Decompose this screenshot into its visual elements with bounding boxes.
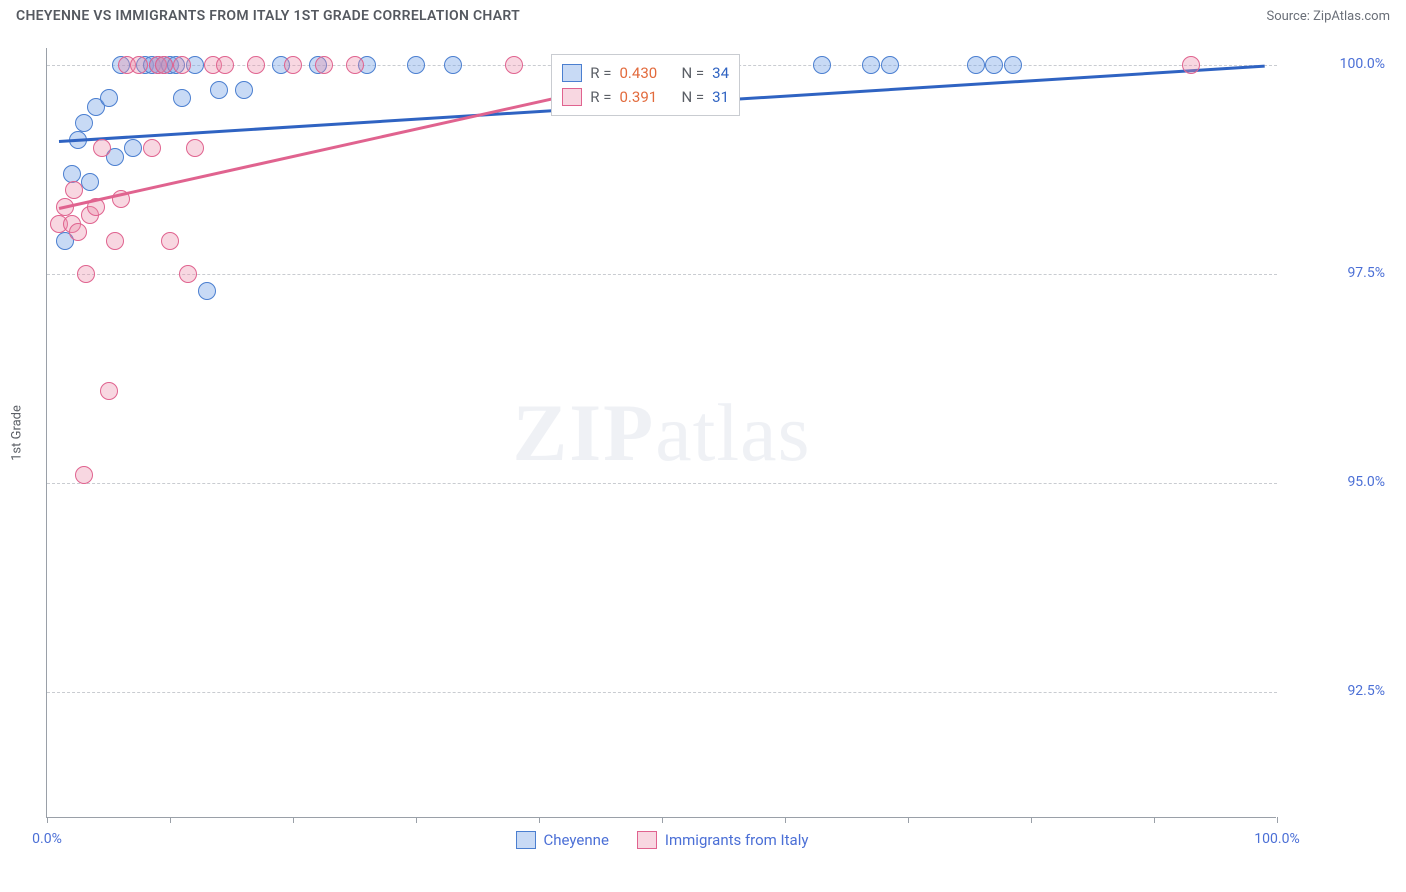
stats-legend-row: R = 0.430 N = 34 — [562, 61, 729, 85]
data-point — [100, 382, 118, 400]
data-point — [1182, 56, 1200, 74]
y-tick-label: 95.0% — [1295, 474, 1385, 490]
stats-legend: R = 0.430 N = 34 R = 0.391 N = 31 — [551, 54, 740, 116]
data-point — [173, 89, 191, 107]
data-point — [63, 165, 81, 183]
data-point — [81, 173, 99, 191]
x-tick — [662, 817, 663, 823]
r-label: R = — [590, 85, 611, 109]
legend-label: Immigrants from Italy — [665, 831, 809, 849]
data-point — [173, 56, 191, 74]
data-point — [179, 265, 197, 283]
data-point — [407, 56, 425, 74]
data-point — [75, 114, 93, 132]
data-point — [198, 282, 216, 300]
stats-legend-row: R = 0.391 N = 31 — [562, 85, 729, 109]
data-point — [1004, 56, 1022, 74]
data-point — [143, 139, 161, 157]
data-point — [65, 181, 83, 199]
r-value: 0.391 — [620, 85, 674, 109]
data-point — [155, 56, 173, 74]
data-point — [967, 56, 985, 74]
data-point — [315, 56, 333, 74]
data-point — [346, 56, 364, 74]
x-tick — [539, 817, 540, 823]
data-point — [186, 139, 204, 157]
x-tick — [1031, 817, 1032, 823]
legend-swatch — [637, 831, 657, 849]
plot-container: 1st Grade ZIPatlas CheyenneImmigrants fr… — [46, 48, 1390, 818]
legend-item: Cheyenne — [516, 831, 609, 849]
x-tick-label-left: 0.0% — [32, 831, 62, 847]
chart-title: CHEYENNE VS IMMIGRANTS FROM ITALY 1ST GR… — [16, 8, 520, 24]
y-tick-label: 100.0% — [1295, 56, 1385, 72]
data-point — [161, 232, 179, 250]
x-tick — [908, 817, 909, 823]
data-point — [235, 81, 253, 99]
legend-swatch — [516, 831, 536, 849]
x-tick — [47, 817, 48, 823]
n-label: N = — [682, 85, 705, 109]
plot-area: 1st Grade ZIPatlas CheyenneImmigrants fr… — [46, 48, 1276, 818]
data-point — [216, 56, 234, 74]
r-value: 0.430 — [620, 61, 674, 85]
x-tick — [416, 817, 417, 823]
data-point — [77, 265, 95, 283]
r-label: R = — [590, 61, 611, 85]
data-point — [813, 56, 831, 74]
legend-label: Cheyenne — [544, 831, 609, 849]
x-tick — [785, 817, 786, 823]
data-point — [130, 56, 148, 74]
y-axis-title: 1st Grade — [10, 405, 25, 461]
n-value: 34 — [712, 61, 729, 85]
x-tick — [1154, 817, 1155, 823]
data-point — [124, 139, 142, 157]
data-point — [881, 56, 899, 74]
gridline-h — [47, 483, 1277, 484]
data-point — [247, 56, 265, 74]
data-point — [284, 56, 302, 74]
y-tick-label: 97.5% — [1295, 265, 1385, 281]
y-tick-label: 92.5% — [1295, 683, 1385, 699]
n-value: 31 — [712, 85, 729, 109]
data-point — [210, 81, 228, 99]
data-point — [75, 466, 93, 484]
n-label: N = — [682, 61, 705, 85]
legend-bottom: Cheyenne Immigrants from Italy — [47, 831, 1277, 849]
legend-item: Immigrants from Italy — [637, 831, 809, 849]
watermark: ZIPatlas — [513, 386, 811, 480]
data-point — [69, 223, 87, 241]
data-point — [862, 56, 880, 74]
x-tick — [1277, 817, 1278, 823]
data-point — [444, 56, 462, 74]
data-point — [100, 89, 118, 107]
x-tick — [170, 817, 171, 823]
data-point — [505, 56, 523, 74]
x-tick-label-right: 100.0% — [1254, 831, 1299, 847]
gridline-h — [47, 274, 1277, 275]
legend-swatch — [562, 64, 582, 82]
x-tick — [293, 817, 294, 823]
gridline-h — [47, 692, 1277, 693]
source-label: Source: ZipAtlas.com — [1266, 9, 1390, 24]
data-point — [106, 232, 124, 250]
data-point — [985, 56, 1003, 74]
legend-swatch — [562, 88, 582, 106]
data-point — [93, 139, 111, 157]
